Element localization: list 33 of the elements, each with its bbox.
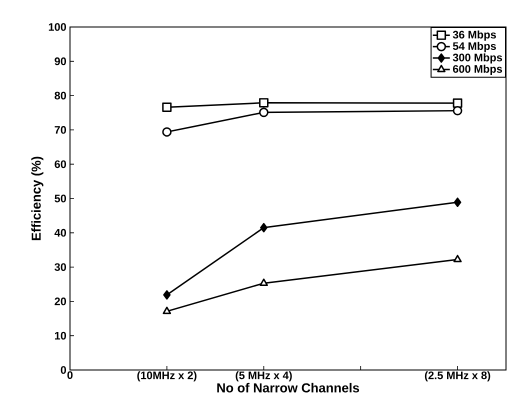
point [162, 306, 172, 314]
x-axis-title: No of Narrow Channels [217, 382, 360, 392]
x-tick-label: (10MHz x 2) [137, 371, 196, 382]
y-tick-label: 90 [54, 57, 66, 66]
y-tick-label: 100 [48, 23, 66, 31]
point [162, 127, 172, 137]
x-tick-label: (5 MHz x 4) [236, 371, 292, 382]
y-tick-label: 30 [54, 263, 66, 271]
x-tick-label: 0 [67, 371, 73, 379]
point [162, 102, 172, 112]
y-tick-label: 0 [60, 366, 66, 374]
legend-label: 54 Mbps [452, 42, 496, 52]
y-tick-label: 50 [54, 194, 66, 202]
y-tick-label: 20 [54, 298, 66, 306]
point [454, 198, 462, 208]
point [260, 222, 268, 232]
point [453, 254, 462, 262]
point [260, 278, 268, 286]
legend-label: 300 Mbps [452, 53, 502, 64]
y-tick-label: 40 [54, 228, 66, 237]
x-tick-label: (2.5 MHz x 8) [424, 371, 490, 382]
point [163, 290, 171, 300]
y-tick-label: 80 [54, 92, 66, 100]
y-tick-label: 70 [54, 126, 66, 134]
point [452, 106, 462, 116]
legend-label: 36 Mbps [452, 30, 496, 41]
y-tick-label: 60 [54, 160, 66, 168]
point [452, 98, 462, 108]
y-axis-title: Efficiency (%) [31, 156, 44, 240]
point [259, 108, 269, 118]
legend-label: 600 Mbps [452, 64, 502, 75]
y-tick-label: 10 [54, 332, 66, 340]
point [259, 98, 269, 108]
